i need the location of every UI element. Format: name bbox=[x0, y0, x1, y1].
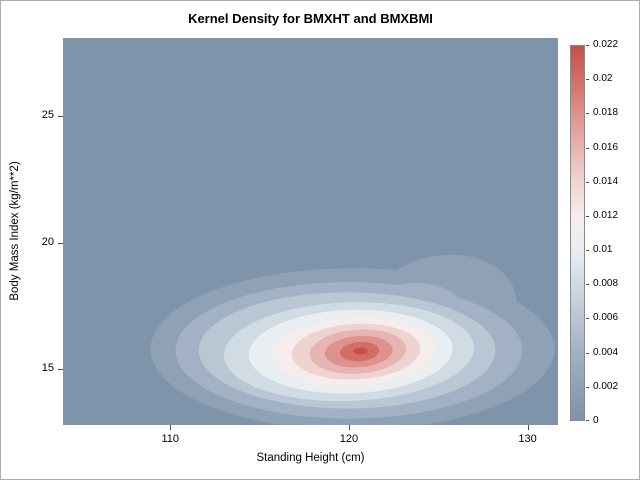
legend-tick-mark bbox=[586, 113, 589, 115]
x-axis-label: Standing Height (cm) bbox=[256, 452, 365, 464]
legend-tick-mark bbox=[586, 386, 589, 388]
legend-tick-mark bbox=[586, 318, 589, 320]
legend-tick-label: 0.016 bbox=[593, 141, 619, 153]
legend-tick-mark bbox=[586, 147, 589, 149]
legend-tick-label: 0.014 bbox=[593, 175, 619, 187]
legend-tick-label: 0 bbox=[593, 415, 599, 426]
legend-tick-mark bbox=[586, 45, 589, 46]
x-tick-label: 130 bbox=[518, 433, 537, 445]
legend-tick-mark bbox=[586, 352, 589, 354]
contour-level-0.022 bbox=[353, 347, 368, 355]
legend-tick-mark bbox=[586, 284, 589, 286]
y-axis-label: Body Mass Index (kg/m**2) bbox=[9, 161, 21, 301]
legend-tick-label: 0.004 bbox=[593, 346, 619, 358]
density-legend: 0 0.002 0.004 0.006 0.008 0.01 0.012 0.014 0.016… bbox=[570, 39, 639, 426]
legend-tick-label: 0.008 bbox=[593, 278, 619, 290]
legend-tick-label: 0.018 bbox=[593, 107, 619, 119]
tick-mark bbox=[58, 369, 63, 371]
legend-tick-mark bbox=[586, 79, 589, 81]
chart-title: Kernel Density for BMXHT and BMXBMI bbox=[188, 11, 433, 26]
plot-area bbox=[63, 38, 558, 425]
x-tick-label: 110 bbox=[161, 433, 179, 445]
tick-mark bbox=[58, 242, 63, 244]
tick-mark bbox=[58, 116, 63, 118]
legend-tick-label: 0.002 bbox=[593, 380, 619, 392]
tick-mark bbox=[348, 425, 350, 430]
legend-tick-mark bbox=[586, 215, 589, 217]
legend-gradient-bar bbox=[570, 45, 585, 421]
legend-tick-mark bbox=[586, 420, 589, 421]
y-tick-label: 20 bbox=[41, 235, 54, 248]
legend-tick-label: 0.02 bbox=[593, 73, 613, 85]
x-tick-label: 120 bbox=[339, 433, 359, 445]
legend-tick-label: 0.012 bbox=[593, 209, 619, 221]
y-tick-label: 15 bbox=[41, 362, 54, 375]
legend-tick-label: 0.01 bbox=[593, 244, 613, 256]
legend-tick-mark bbox=[586, 181, 589, 183]
tick-mark bbox=[170, 425, 172, 430]
legend-tick-label: 0.006 bbox=[593, 312, 619, 324]
tick-mark bbox=[527, 425, 529, 430]
legend-tick-mark bbox=[586, 250, 589, 252]
legend-tick-label: 0.022 bbox=[593, 39, 619, 50]
y-tick-label: 25 bbox=[41, 109, 54, 122]
